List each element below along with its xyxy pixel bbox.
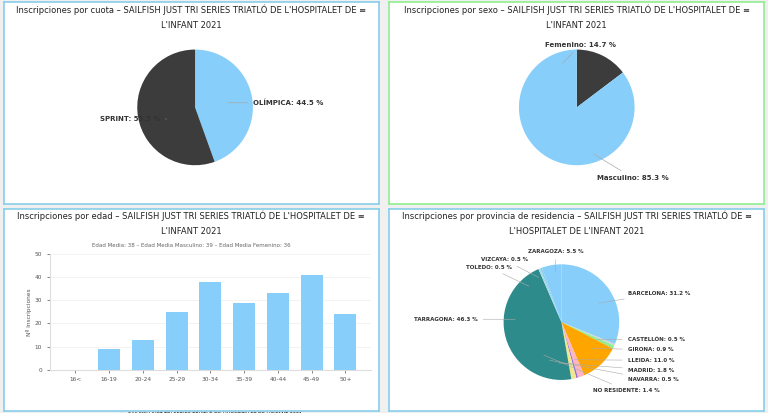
Text: MADRID: 1.8 %: MADRID: 1.8 %: [558, 363, 674, 373]
Wedge shape: [561, 322, 614, 349]
Wedge shape: [561, 264, 619, 344]
Text: TARRAGONA: 46.3 %: TARRAGONA: 46.3 %: [414, 317, 515, 322]
Text: Inscripciones por sexo – SAILFISH JUST TRI SERIES TRIATLÓ DE L'HOSPITALET DE ≡: Inscripciones por sexo – SAILFISH JUST T…: [404, 4, 750, 14]
Text: LLEIDA: 11.0 %: LLEIDA: 11.0 %: [574, 358, 674, 363]
Wedge shape: [542, 264, 561, 322]
Bar: [301, 275, 323, 370]
Wedge shape: [504, 269, 571, 380]
Wedge shape: [561, 322, 578, 378]
Wedge shape: [137, 50, 215, 165]
Text: Masculino: 85.3 %: Masculino: 85.3 %: [594, 154, 669, 181]
Text: GIRONA: 0.9 %: GIRONA: 0.9 %: [592, 347, 674, 352]
Text: Inscripciones por cuota – SAILFISH JUST TRI SERIES TRIATLÓ DE L'HOSPITALET DE ≡: Inscripciones por cuota – SAILFISH JUST …: [16, 4, 366, 14]
Bar: [334, 314, 356, 370]
Text: L'INFANT 2021: L'INFANT 2021: [161, 227, 221, 236]
Text: L'INFANT 2021: L'INFANT 2021: [161, 21, 221, 30]
Wedge shape: [195, 50, 253, 162]
Text: Femenino: 14.7 %: Femenino: 14.7 %: [545, 42, 616, 63]
Bar: [233, 303, 255, 370]
Text: ZARAGOZA: 5.5 %: ZARAGOZA: 5.5 %: [528, 249, 584, 272]
Text: CASTELLÓN: 0.5 %: CASTELLÓN: 0.5 %: [596, 337, 685, 342]
Text: VIZCAYA: 0.5 %: VIZCAYA: 0.5 %: [481, 257, 538, 278]
Y-axis label: Nº Inscripciones: Nº Inscripciones: [26, 288, 32, 336]
Legend: SAILFISH JUST TRI SERIES TRIATLÓ DE L'HOSPITALET DE L'INFANT 2021: SAILFISH JUST TRI SERIES TRIATLÓ DE L'HO…: [117, 409, 304, 413]
Text: NAVARRA: 0.5 %: NAVARRA: 0.5 %: [550, 360, 679, 382]
Text: Inscripciones por edad – SAILFISH JUST TRI SERIES TRIATLÓ DE L'HOSPITALET DE ≡: Inscripciones por edad – SAILFISH JUST T…: [18, 211, 365, 221]
Wedge shape: [561, 322, 576, 379]
Text: L'HOSPITALET DE L'INFANT 2021: L'HOSPITALET DE L'INFANT 2021: [509, 227, 644, 236]
Wedge shape: [519, 50, 634, 165]
Bar: [200, 282, 221, 370]
Wedge shape: [540, 268, 561, 322]
Text: Edad Media: 38 – Edad Media Masculino: 39 – Edad Media Femenino: 36: Edad Media: 38 – Edad Media Masculino: 3…: [92, 243, 290, 248]
Text: L'INFANT 2021: L'INFANT 2021: [547, 21, 607, 30]
Bar: [267, 293, 289, 370]
Wedge shape: [561, 322, 613, 375]
Text: OLÍMPICA: 44.5 %: OLÍMPICA: 44.5 %: [228, 100, 323, 106]
Wedge shape: [577, 50, 623, 107]
Bar: [132, 339, 154, 370]
Wedge shape: [538, 268, 561, 322]
Bar: [98, 349, 120, 370]
Bar: [166, 312, 187, 370]
Text: BARCELONA: 31.2 %: BARCELONA: 31.2 %: [599, 291, 690, 303]
Wedge shape: [561, 322, 584, 377]
Wedge shape: [561, 322, 615, 346]
Text: TOLEDO: 0.5 %: TOLEDO: 0.5 %: [466, 265, 529, 286]
Text: NO RESIDENTE: 1.4 %: NO RESIDENTE: 1.4 %: [544, 355, 660, 393]
Text: SPRINT: 55.5 %: SPRINT: 55.5 %: [100, 116, 167, 122]
Text: Inscripciones por provincia de residencia – SAILFISH JUST TRI SERIES TRIATLÓ DE : Inscripciones por provincia de residenci…: [402, 211, 752, 221]
